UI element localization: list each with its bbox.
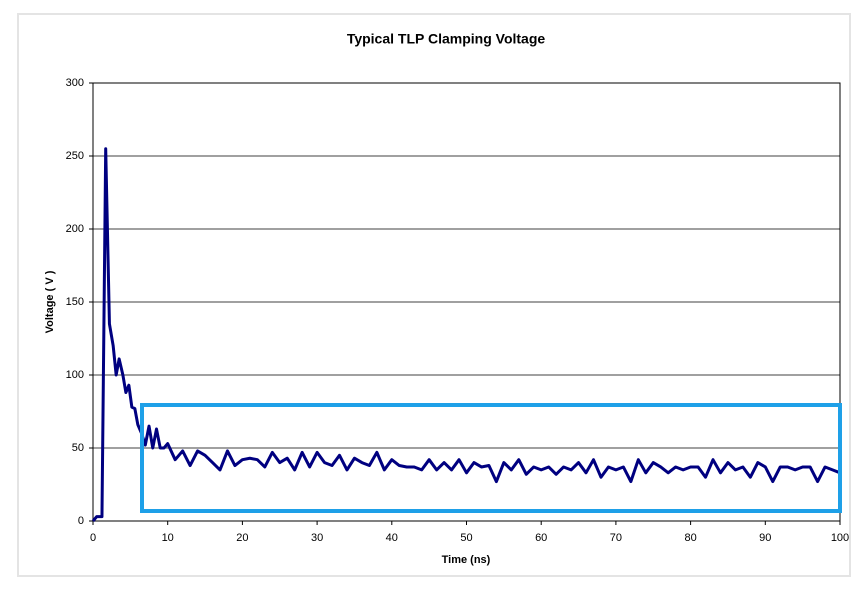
- marks: [91, 147, 841, 522]
- x-axis-label: Time (ns): [442, 554, 491, 566]
- chart-frame: [17, 13, 851, 577]
- y-tick-label: 200: [66, 223, 84, 235]
- x-tick-label: 50: [460, 532, 472, 544]
- y-tick-label: 250: [66, 150, 84, 162]
- y-tick-label: 100: [66, 369, 84, 381]
- x-tick-label: 60: [535, 532, 547, 544]
- x-tick-label: 0: [90, 532, 96, 544]
- data-line: [91, 147, 841, 522]
- grid: 0 50 100 150 200 250 300 0 10 20 30 40 50 60 70 80 90 100: [66, 77, 850, 544]
- x-tick-label: 20: [236, 532, 248, 544]
- x-tick-label: 30: [311, 532, 323, 544]
- x-tick-label: 70: [610, 532, 622, 544]
- x-tick-label: 40: [386, 532, 398, 544]
- y-tick-label: 150: [66, 296, 84, 308]
- y-tick-label: 0: [78, 515, 84, 527]
- y-tick-label: 300: [66, 77, 84, 89]
- x-tick-label: 90: [759, 532, 771, 544]
- highlight-box: [140, 403, 842, 513]
- y-axis-label: Voltage ( V ): [44, 270, 56, 333]
- y-tick-label: 50: [72, 442, 84, 454]
- plot-border: [92, 82, 841, 522]
- x-tick-label: 80: [684, 532, 696, 544]
- chart-title: Typical TLP Clamping Voltage: [347, 31, 546, 47]
- x-tick-label: 10: [162, 532, 174, 544]
- x-tick-label: 100: [831, 532, 849, 544]
